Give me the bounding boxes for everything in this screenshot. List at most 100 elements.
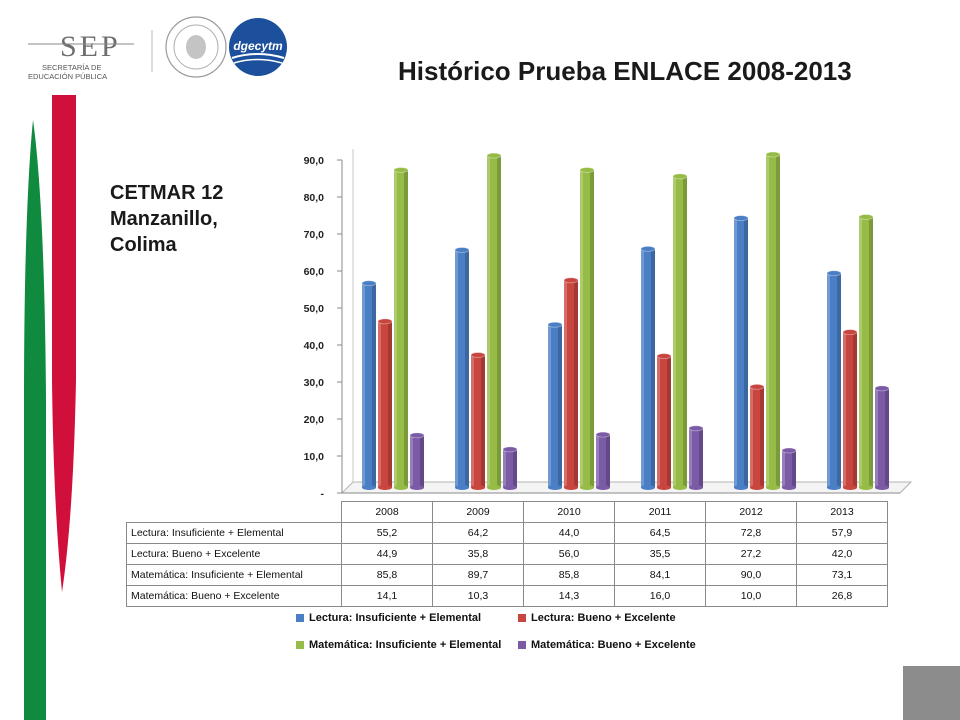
bar-body	[378, 321, 392, 488]
legend-swatch	[518, 614, 526, 622]
bar	[579, 167, 595, 490]
bar-top	[502, 446, 518, 453]
bar-highlight	[455, 249, 458, 488]
data-label: 57,9	[796, 522, 888, 544]
bar	[765, 151, 781, 490]
bar-base	[689, 485, 703, 490]
bar-highlight	[641, 248, 644, 488]
data-label: 35,5	[614, 543, 706, 565]
bar-top	[393, 167, 409, 173]
table-row: Lectura: Bueno + Excelente 44,9 35,8 56,0 35…	[126, 543, 888, 565]
bar-base	[734, 485, 748, 490]
y-tick-label: 50,0	[304, 303, 325, 315]
bar-top	[486, 152, 502, 159]
bar-base	[362, 485, 376, 490]
data-label: 64,5	[614, 522, 706, 544]
data-label: 35,8	[432, 543, 524, 565]
y-tick-label: 60,0	[304, 266, 325, 278]
data-label: 90,0	[705, 564, 797, 586]
legend-item: Matemática: Insuficiente + Elemental	[296, 639, 501, 651]
bar-base	[378, 485, 392, 490]
bar-shade	[667, 356, 671, 488]
bar-body	[750, 386, 764, 488]
bar-body	[471, 355, 485, 488]
data-label: 64,2	[432, 522, 524, 544]
bar-highlight	[503, 449, 506, 488]
bar-base	[455, 485, 469, 490]
bar-shade	[760, 386, 764, 488]
legend-label: Matemática: Insuficiente + Elemental	[309, 639, 502, 651]
bar-base	[641, 485, 655, 490]
bar	[842, 329, 858, 490]
bar-body	[410, 435, 424, 488]
data-label: 10,0	[705, 585, 797, 607]
dgecytm-logo: dgecytm	[229, 18, 287, 76]
data-label: 85,8	[523, 564, 615, 586]
bar-shade	[481, 355, 485, 488]
data-label: 84,1	[614, 564, 706, 586]
bar-body	[766, 154, 780, 488]
bar-highlight	[564, 280, 567, 488]
bar-body	[503, 449, 517, 488]
bar	[502, 446, 518, 490]
coat-of-arms-icon	[165, 16, 227, 78]
bar-body	[657, 356, 671, 488]
bar-shade	[606, 434, 610, 488]
bar-shade	[558, 324, 562, 488]
data-label: 55,2	[341, 522, 433, 544]
bar-highlight	[394, 170, 397, 488]
data-label: 72,8	[705, 522, 797, 544]
bar-base	[843, 485, 857, 490]
y-tick-label: 20,0	[304, 414, 325, 426]
data-table-category: 2011	[614, 501, 706, 523]
floor-edge	[899, 481, 912, 494]
bar-shade	[683, 176, 687, 488]
bar-base	[766, 485, 780, 490]
bar	[409, 432, 425, 490]
bar-shade	[792, 450, 796, 488]
bar	[377, 318, 393, 490]
y-tick-label: 40,0	[304, 340, 325, 352]
data-table-category: 2013	[796, 501, 888, 523]
bar-highlight	[782, 450, 785, 488]
data-label: 56,0	[523, 543, 615, 565]
bar-highlight	[548, 324, 551, 488]
table-row: Lectura: Insuficiente + Elemental 55,2 64,…	[126, 522, 888, 544]
legend-label: Lectura: Bueno + Excelente	[531, 612, 676, 624]
legend-item: Matemática: Bueno + Excelente	[518, 639, 696, 651]
y-tick-label: 30,0	[304, 377, 325, 389]
chart-data-table: 2008 2009 2010 2011 2012 2013 Lectura: Insufi…	[126, 501, 888, 607]
data-table-category: 2012	[705, 501, 797, 523]
svg-text:dgecytm: dgecytm	[233, 39, 283, 53]
bar-top	[361, 280, 377, 287]
bar-top	[409, 432, 425, 439]
bar-body	[596, 434, 610, 488]
y-tick-label: 70,0	[304, 229, 325, 241]
y-tick-label: 10,0	[304, 451, 325, 463]
school-line-3: Colima	[110, 234, 177, 256]
data-table-category: 2009	[432, 501, 524, 523]
data-table-header: 2008 2009 2010 2011 2012 2013	[126, 501, 888, 523]
bar-top	[733, 215, 749, 222]
bar-top	[579, 167, 595, 173]
bar-base	[471, 485, 485, 490]
bar-base	[782, 485, 796, 490]
bar-shade	[497, 155, 501, 488]
bar	[858, 214, 874, 490]
bar-highlight	[766, 154, 769, 488]
bar-top	[749, 383, 765, 390]
data-table-corner	[126, 501, 342, 523]
sep-subtitle-2: EDUCACIÓN PÚBLICA	[28, 72, 107, 81]
data-table-series-name: Lectura: Bueno + Excelente	[126, 543, 342, 565]
bar-body	[487, 155, 501, 488]
bar-top	[842, 329, 858, 336]
bar-body	[580, 170, 594, 488]
bar-body	[673, 176, 687, 488]
bar-top	[672, 173, 688, 180]
bar-body	[548, 324, 562, 488]
bar-base	[596, 485, 610, 490]
data-table-category: 2010	[523, 501, 615, 523]
bar-top	[656, 353, 672, 360]
data-label: 44,0	[523, 522, 615, 544]
table-row: Matemática: Bueno + Excelente 14,1 10,3 14,…	[126, 585, 888, 607]
